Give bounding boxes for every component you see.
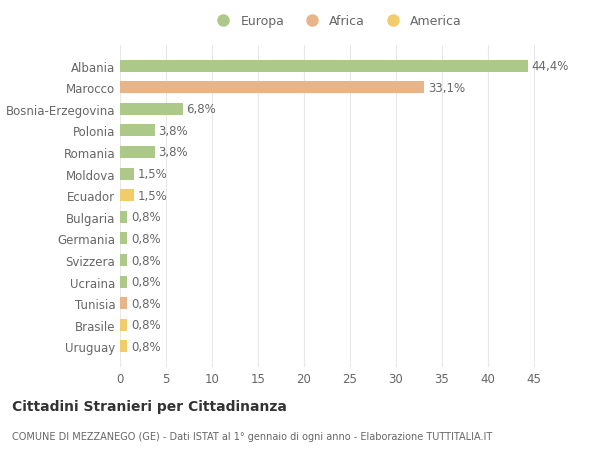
Bar	[120, 125, 155, 137]
Text: 33,1%: 33,1%	[428, 82, 465, 95]
Bar	[120, 319, 127, 331]
Text: 44,4%: 44,4%	[532, 60, 569, 73]
Text: 0,8%: 0,8%	[131, 211, 161, 224]
Bar	[120, 147, 155, 159]
Bar	[120, 168, 134, 180]
Bar	[120, 254, 127, 266]
Text: 0,8%: 0,8%	[131, 232, 161, 246]
Text: 1,5%: 1,5%	[137, 168, 167, 181]
Bar	[120, 212, 127, 223]
Legend: Europa, Africa, America: Europa, Africa, America	[205, 11, 467, 34]
Text: 3,8%: 3,8%	[158, 124, 188, 138]
Text: 0,8%: 0,8%	[131, 340, 161, 353]
Text: 0,8%: 0,8%	[131, 275, 161, 289]
Bar	[120, 190, 134, 202]
Text: 0,8%: 0,8%	[131, 254, 161, 267]
Text: 6,8%: 6,8%	[186, 103, 216, 116]
Bar	[120, 61, 528, 73]
Text: 1,5%: 1,5%	[137, 189, 167, 202]
Text: 0,8%: 0,8%	[131, 319, 161, 331]
Bar	[120, 233, 127, 245]
Bar	[120, 82, 424, 94]
Text: 3,8%: 3,8%	[158, 146, 188, 159]
Bar	[120, 341, 127, 353]
Bar	[120, 104, 182, 116]
Text: COMUNE DI MEZZANEGO (GE) - Dati ISTAT al 1° gennaio di ogni anno - Elaborazione : COMUNE DI MEZZANEGO (GE) - Dati ISTAT al…	[12, 431, 492, 442]
Bar	[120, 276, 127, 288]
Text: 0,8%: 0,8%	[131, 297, 161, 310]
Text: Cittadini Stranieri per Cittadinanza: Cittadini Stranieri per Cittadinanza	[12, 399, 287, 413]
Bar	[120, 297, 127, 309]
